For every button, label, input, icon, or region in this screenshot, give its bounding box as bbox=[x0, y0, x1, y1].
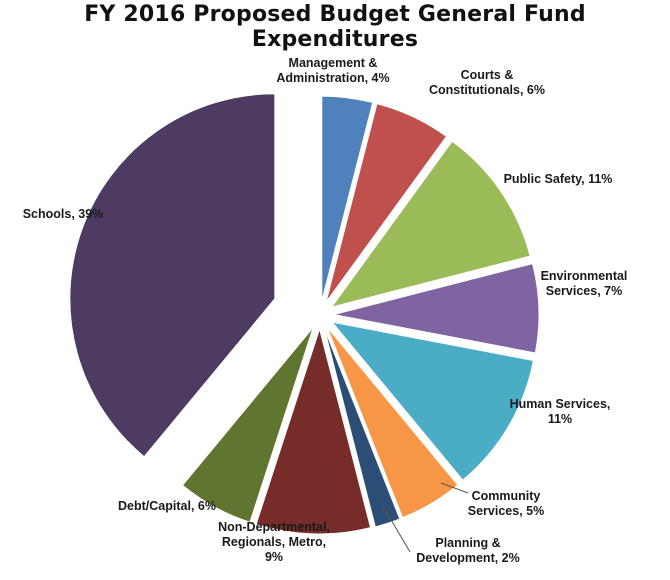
pie-slices bbox=[69, 93, 540, 535]
pie-slice-management-administration bbox=[321, 95, 374, 302]
pie-label-schools: Schools, 39% bbox=[23, 207, 104, 221]
pie-label-planning-development: Planning & Development, 2% bbox=[416, 536, 520, 565]
label-leaders bbox=[298, 482, 469, 553]
chart-title: FY 2016 Proposed Budget General Fund Exp… bbox=[84, 2, 586, 52]
pie-slice-planning-development bbox=[323, 328, 401, 528]
pie-label-environmental-services: Environmental Services, 7% bbox=[541, 269, 628, 298]
pie-slice-public-safety bbox=[330, 140, 531, 308]
pie-slice-human-services bbox=[330, 321, 535, 481]
pie-label-non-departmental-regionals-metro: Non-Departmental, Regionals, Metro, 9% bbox=[218, 520, 330, 564]
pie-label-management-administration: Management & Administration, 4% bbox=[276, 56, 389, 85]
pie-label-human-services: Human Services, 11% bbox=[510, 397, 611, 426]
pie-label-debt-capital: Debt/Capital, 6% bbox=[118, 499, 216, 513]
pie-slice-community-services bbox=[326, 326, 459, 519]
pie-label-courts-constitutionals: Courts & Constitutionals, 6% bbox=[429, 68, 545, 97]
pie-label-public-safety: Public Safety, 11% bbox=[504, 172, 613, 186]
pie-slice-courts-constitutionals bbox=[325, 103, 448, 303]
pie-slice-environmental-services bbox=[333, 262, 540, 354]
leader-line-community-services bbox=[440, 482, 469, 494]
pie-label-community-services: Community Services, 5% bbox=[468, 489, 544, 518]
pie-slice-schools bbox=[69, 93, 276, 458]
pie-slice-non-departmental-regionals-metro bbox=[255, 327, 372, 535]
leader-line-planning-development bbox=[382, 505, 411, 553]
leader-line-non-departmental-regionals-metro bbox=[298, 517, 301, 523]
pie-slice-debt-capital bbox=[181, 326, 314, 523]
pie-labels: Management & Administration, 4% Courts & Co… bbox=[23, 56, 628, 565]
